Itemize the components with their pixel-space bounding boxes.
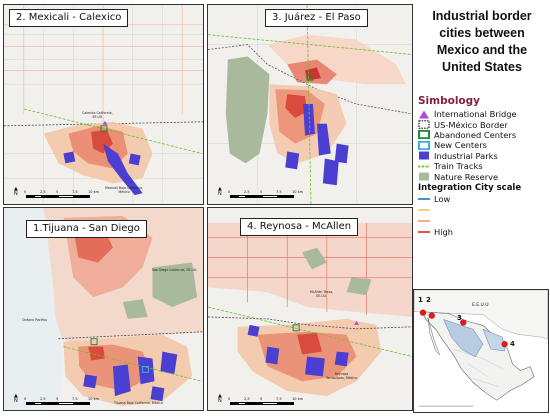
- scale-bar: [230, 195, 294, 198]
- map-juarez: [208, 5, 412, 204]
- scale-row-high: High: [418, 227, 548, 238]
- dashed-line-icon: [418, 162, 430, 171]
- legend-item-industrial-parks: Industrial Parks: [418, 151, 548, 161]
- panel-title-juarez: 3. Juárez - El Paso: [265, 9, 368, 27]
- map-panel-reynosa: 4. Reynosa - McAllen McAllen Texas, EE.U…: [207, 207, 413, 411]
- legend-item-border: US-México Border: [418, 119, 548, 130]
- scale-row-3: [418, 216, 548, 227]
- city-label-calexico: Calexico California, EE.UU: [82, 111, 113, 119]
- map-panel-tijuana: 1.Tijuana - San Diego San Diego Californ…: [3, 207, 204, 411]
- scale-bar: [26, 402, 90, 405]
- north-arrow-icon: ▲ N: [14, 186, 18, 197]
- map-panel-juarez: 3. Juárez - El Paso ▲ N 0 2.5 5 7.5 10 km: [207, 4, 413, 205]
- city-label-san-diego: San Diego California, EE.UU.: [152, 268, 198, 272]
- city-label-mexicali: Mexicali Baja California, México: [105, 186, 144, 194]
- scale-row-low: Low: [418, 194, 548, 205]
- main-title: Industrial border cities between Mexico …: [432, 9, 532, 74]
- legend-title: Simbology: [418, 95, 481, 107]
- city-label-mcallen: McAllen Texas, EE.UU.: [310, 290, 334, 298]
- inset-locator-map: 1 2 3 4 E.E.U.U: [413, 289, 549, 413]
- legend-item-bridge: International Bridge: [418, 109, 548, 119]
- dashed-box-icon: [418, 120, 430, 129]
- fill-icon: [418, 172, 430, 181]
- inset-label-3: 3: [457, 314, 462, 322]
- panel-title-mexicali: 2. Mexicali - Calexico: [9, 9, 129, 27]
- north-arrow-icon: ▲ N: [218, 186, 222, 197]
- city-label-reynosa: Reynosa Tamaulipas, México: [326, 372, 358, 380]
- label-pacific-ocean: Océano Pacífico: [22, 318, 48, 322]
- legend-item-abandoned-centers: Abandoned Centers: [418, 130, 548, 140]
- inset-map: [414, 290, 548, 412]
- triangle-icon: [418, 110, 430, 119]
- map-tijuana: [4, 208, 203, 410]
- north-arrow-icon: ▲ N: [14, 393, 18, 404]
- north-arrow-icon: ▲ N: [218, 393, 222, 404]
- box-icon: [418, 130, 430, 140]
- scale-row-2: [418, 205, 548, 216]
- scale-bar: [26, 195, 90, 198]
- legend-scale-title: Integration City scale: [418, 182, 522, 193]
- fill-icon: [418, 151, 430, 160]
- map-mexicali: [4, 5, 203, 204]
- scale-bar: [230, 402, 294, 405]
- inset-label-2: 2: [426, 296, 431, 304]
- inset-label-4: 4: [510, 340, 515, 348]
- map-panel-mexicali: 2. Mexicali - Calexico Calexico Californ…: [3, 4, 204, 205]
- legend-item-nature-reserve: Nature Reserve: [418, 171, 548, 182]
- legend-item-new-centers: New Centers: [418, 140, 548, 150]
- panel-title-reynosa: 4. Reynosa - McAllen: [240, 218, 359, 236]
- map-reynosa: [208, 222, 412, 397]
- city-label-tijuana: Tijuana Baja California, México: [114, 401, 163, 405]
- legend: Simbology International Bridge US-México…: [418, 95, 548, 238]
- panel-title-tijuana: 1.Tijuana - San Diego: [26, 220, 147, 238]
- inset-label-usa: E.E.U.U: [472, 303, 489, 308]
- legend-item-train-tracks: Train Tracks: [418, 161, 548, 171]
- inset-label-1: 1: [418, 296, 423, 304]
- box-icon: [418, 140, 430, 151]
